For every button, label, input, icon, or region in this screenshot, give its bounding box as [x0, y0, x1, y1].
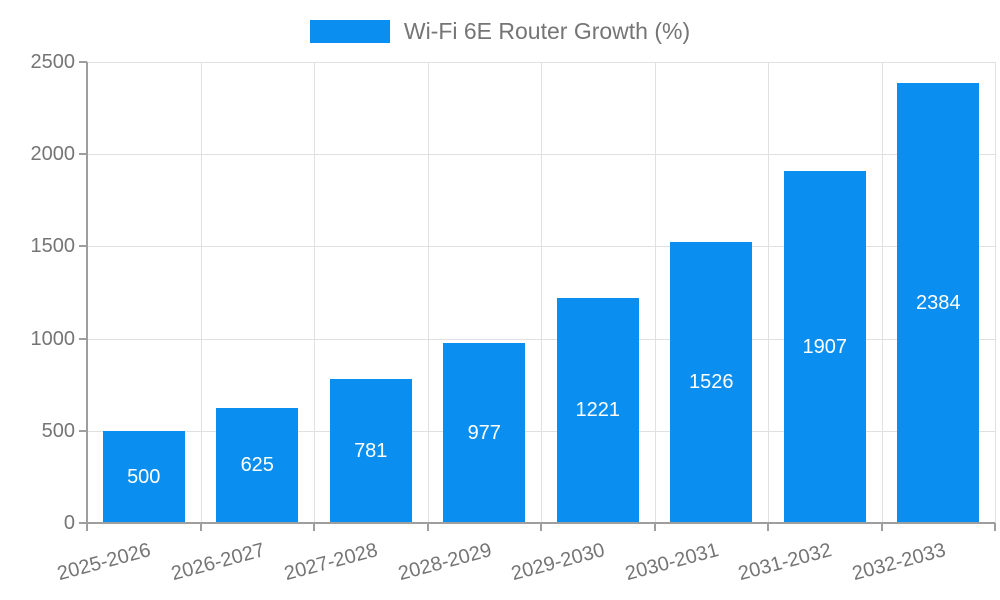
x-axis-tick-label: 2028-2029 [395, 539, 494, 586]
y-axis-tick-label: 500 [41, 419, 75, 442]
grid-line-vertical [314, 62, 315, 523]
y-axis-tick-mark [79, 61, 87, 63]
y-axis-tick-label: 0 [63, 512, 75, 534]
grid-line-vertical [654, 62, 656, 523]
bar[interactable]: 1907 [783, 171, 866, 523]
bar-value-label: 625 [240, 454, 274, 477]
bar-value-label: 781 [354, 439, 388, 462]
x-axis-tick-label: 2030-2031 [622, 539, 721, 586]
bar-value-label: 1221 [575, 399, 621, 422]
y-axis-tick-mark [79, 245, 87, 248]
bar[interactable]: 500 [102, 430, 185, 523]
x-axis-tick-mark [86, 523, 88, 531]
grid-line-vertical [881, 62, 883, 523]
x-axis-tick-label: 2029-2030 [509, 539, 608, 586]
x-axis-tick-label: 2027-2028 [282, 539, 381, 586]
legend-swatch-icon [309, 20, 390, 43]
grid-line-vertical [541, 62, 542, 523]
bar[interactable]: 2384 [897, 83, 980, 523]
bar-value-label: 977 [467, 421, 501, 444]
bar[interactable]: 977 [443, 342, 526, 523]
x-axis-tick-label: 2025-2026 [55, 539, 154, 586]
y-axis-tick-label: 2500 [30, 51, 76, 73]
grid-line-vertical [768, 62, 769, 523]
grid-line-vertical [995, 62, 996, 523]
y-axis-tick-label: 1500 [30, 235, 76, 258]
y-axis-tick-label: 1000 [30, 327, 76, 350]
x-axis-tick-mark [767, 523, 769, 531]
bar[interactable]: 781 [329, 378, 412, 523]
x-axis-tick-label: 2031-2032 [736, 539, 835, 586]
x-axis-tick-mark [313, 523, 315, 531]
y-axis-line [86, 62, 88, 524]
chart-legend[interactable]: Wi-Fi 6E Router Growth (%) [0, 20, 1000, 43]
grid-line-vertical [427, 62, 429, 523]
grid-line-vertical [200, 62, 202, 523]
y-axis-tick-mark [79, 429, 87, 432]
x-axis-tick-mark [426, 523, 429, 531]
x-axis-tick-mark [540, 523, 542, 531]
y-axis-tick-label: 2000 [30, 143, 76, 166]
y-axis-tick-mark [79, 337, 87, 340]
bar-value-label: 500 [127, 465, 161, 488]
x-axis-tick-label: 2032-2033 [849, 539, 948, 586]
x-axis-tick-mark [880, 523, 883, 531]
x-axis-tick-mark [994, 523, 996, 531]
bar[interactable]: 1221 [556, 297, 639, 523]
legend-label: Wi-Fi 6E Router Growth (%) [403, 18, 691, 44]
x-axis-tick-mark [199, 523, 202, 531]
bar[interactable]: 625 [216, 407, 299, 523]
bar-value-label: 1907 [802, 336, 848, 359]
x-axis-tick-label: 2026-2027 [168, 539, 267, 586]
bar[interactable]: 1526 [670, 241, 753, 523]
bar-value-label: 2384 [916, 292, 961, 315]
bar-value-label: 1526 [689, 371, 734, 394]
x-axis-line [79, 522, 995, 524]
x-axis-tick-mark [653, 523, 656, 531]
y-axis-tick-mark [79, 153, 87, 156]
